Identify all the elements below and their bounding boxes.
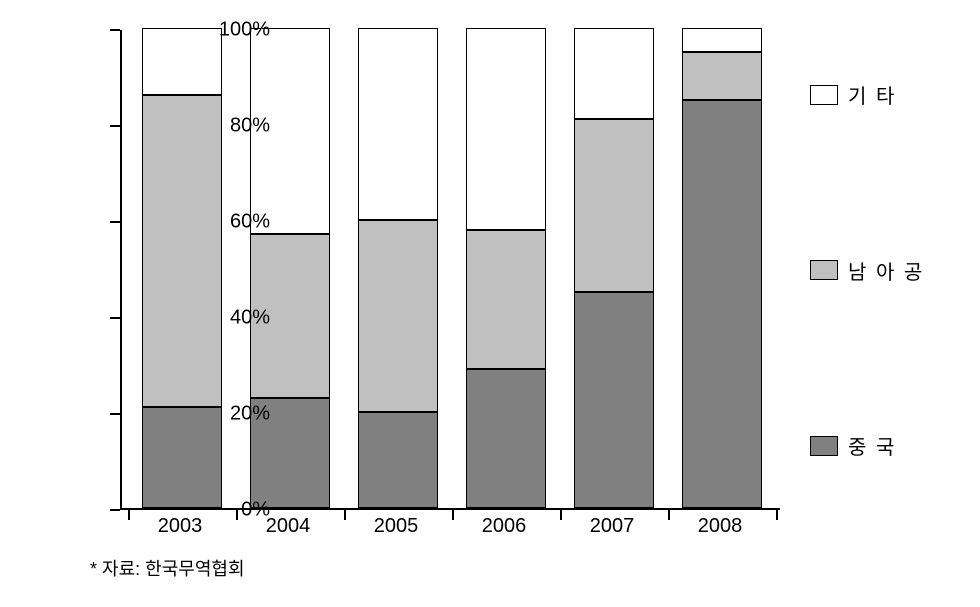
x-tick [236, 510, 238, 520]
y-tick [110, 509, 120, 511]
chart-container: 기 타남 아 공중 국 0%20%40%60%80%100%2003200420… [40, 20, 940, 580]
x-axis-label: 2007 [590, 515, 635, 538]
x-tick [776, 510, 778, 520]
bar-segment-china [466, 369, 546, 508]
bar-segment-china [682, 100, 762, 508]
source-prefix: * 자료: [90, 559, 145, 579]
legend-swatch [810, 260, 838, 280]
legend-label: 남 아 공 [848, 256, 924, 285]
bar-group [250, 28, 330, 508]
bar-segment-china [358, 412, 438, 508]
bar-segment-south_africa [574, 119, 654, 292]
y-tick [110, 125, 120, 127]
bar-segment-south_africa [682, 52, 762, 100]
bar-segment-china [142, 407, 222, 508]
y-tick [110, 413, 120, 415]
legend-item-other: 기 타 [810, 80, 960, 109]
y-tick [110, 221, 120, 223]
bar-segment-other [574, 28, 654, 119]
x-tick [668, 510, 670, 520]
y-axis-label: 60% [230, 211, 270, 234]
bar-group [574, 28, 654, 508]
bar-segment-other [466, 28, 546, 230]
legend-item-china: 중 국 [810, 431, 960, 460]
source-note: * 자료: 한국무역협회 [90, 555, 245, 581]
bar-group [358, 28, 438, 508]
x-axis-label: 2006 [482, 515, 527, 538]
bar-group [682, 28, 762, 508]
bar-segment-south_africa [466, 230, 546, 369]
plot-area [120, 30, 780, 510]
bar-segment-south_africa [142, 95, 222, 407]
bar-group [466, 28, 546, 508]
legend: 기 타남 아 공중 국 [810, 80, 960, 460]
y-axis-label: 100% [219, 19, 270, 42]
legend-label: 중 국 [848, 431, 896, 460]
x-tick [560, 510, 562, 520]
y-axis-label: 20% [230, 403, 270, 426]
source-text: 한국무역협회 [145, 559, 244, 579]
bar-segment-other [358, 28, 438, 220]
bar-segment-other [142, 28, 222, 95]
y-tick [110, 29, 120, 31]
legend-swatch [810, 436, 838, 456]
bar-segment-other [682, 28, 762, 52]
bar-segment-south_africa [358, 220, 438, 412]
x-tick [344, 510, 346, 520]
x-axis-label: 2008 [698, 515, 743, 538]
y-axis-label: 40% [230, 307, 270, 330]
y-axis-label: 80% [230, 115, 270, 138]
x-tick [128, 510, 130, 520]
x-axis-label: 2004 [266, 515, 311, 538]
x-axis-label: 2003 [158, 515, 203, 538]
y-tick [110, 317, 120, 319]
legend-label: 기 타 [848, 80, 896, 109]
bar-group [142, 28, 222, 508]
legend-swatch [810, 85, 838, 105]
x-axis-label: 2005 [374, 515, 419, 538]
bar-segment-china [574, 292, 654, 508]
x-tick [452, 510, 454, 520]
legend-item-south_africa: 남 아 공 [810, 256, 960, 285]
